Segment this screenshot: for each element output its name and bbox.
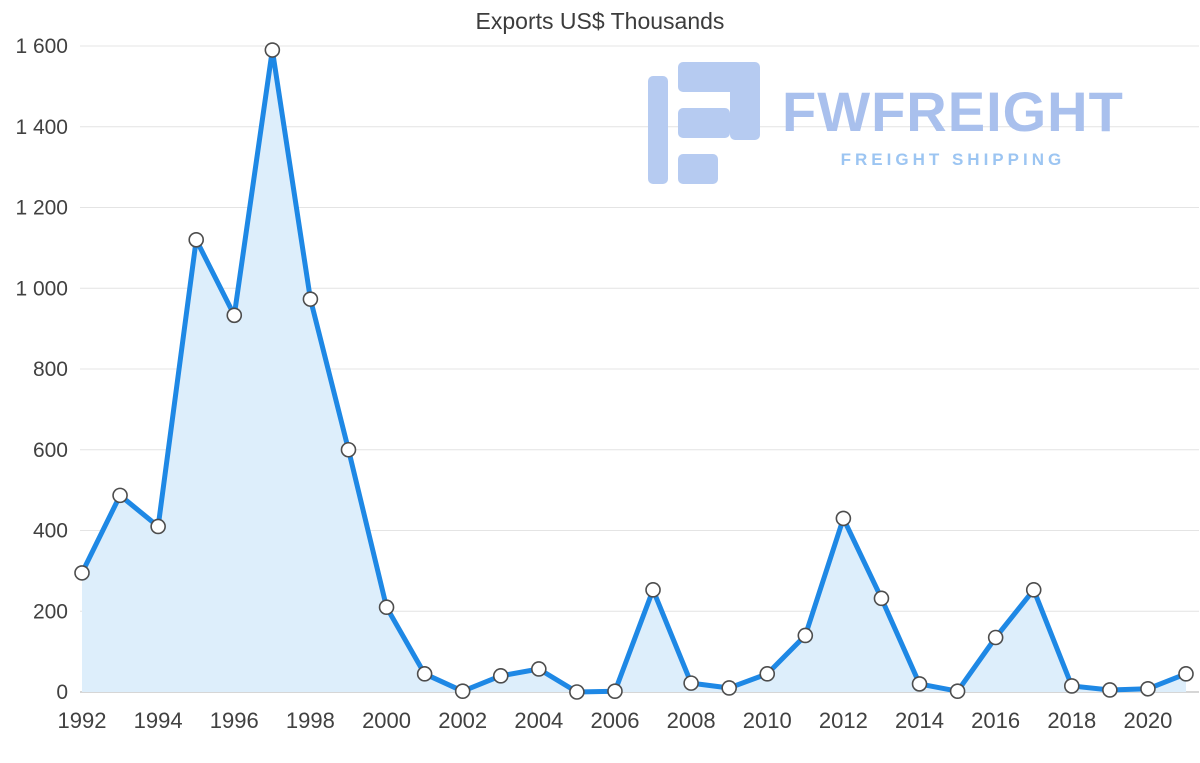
data-point-marker[interactable] [683, 675, 699, 691]
x-tick-label: 2016 [971, 708, 1020, 733]
y-tick-label: 1 000 [15, 277, 68, 300]
data-point-marker[interactable] [74, 565, 90, 581]
data-point-marker[interactable] [1063, 678, 1080, 694]
data-point-marker[interactable] [340, 441, 357, 458]
y-tick-label: 600 [33, 439, 68, 462]
y-tick-label: 1 400 [15, 116, 68, 139]
data-point-marker[interactable] [835, 510, 852, 527]
x-tick-label: 2000 [362, 708, 411, 733]
x-tick-label: 1998 [286, 708, 335, 733]
x-tick-label: 1996 [210, 708, 259, 733]
data-point-marker[interactable] [150, 518, 166, 535]
data-point-marker[interactable] [949, 683, 966, 699]
x-tick-label: 2004 [514, 708, 563, 733]
x-tick-label: 2020 [1123, 708, 1172, 733]
data-point-marker[interactable] [264, 42, 281, 58]
data-point-marker[interactable] [1102, 682, 1118, 698]
data-point-marker[interactable] [1025, 582, 1042, 598]
data-point-marker[interactable] [378, 599, 395, 616]
y-tick-label: 400 [33, 520, 68, 543]
x-tick-label: 2008 [667, 708, 716, 733]
y-tick-label: 0 [56, 681, 68, 704]
data-point-marker[interactable] [873, 590, 890, 607]
x-tick-label: 2010 [743, 708, 792, 733]
data-point-marker[interactable] [911, 676, 928, 692]
data-point-marker[interactable] [607, 683, 623, 699]
y-tick-label: 800 [33, 358, 68, 381]
data-point-marker[interactable] [1140, 680, 1156, 697]
data-point-marker[interactable] [112, 487, 128, 504]
data-point-marker[interactable] [645, 582, 661, 598]
data-point-marker[interactable] [1178, 666, 1194, 682]
data-point-marker[interactable] [797, 627, 814, 644]
y-tick-label: 1 200 [15, 197, 68, 220]
data-point-marker[interactable] [531, 661, 547, 677]
area-fill [82, 50, 1186, 693]
data-point-marker[interactable] [721, 680, 737, 696]
x-tick-label: 1992 [58, 708, 107, 733]
x-tick-label: 2014 [895, 708, 944, 733]
x-tick-label: 2002 [438, 708, 487, 733]
chart-title: Exports US$ Thousands [475, 8, 725, 34]
data-point-marker[interactable] [492, 668, 509, 684]
data-point-marker[interactable] [454, 683, 471, 699]
data-point-marker[interactable] [987, 629, 1004, 646]
y-tick-label: 200 [33, 600, 68, 623]
x-tick-label: 1994 [134, 708, 183, 733]
data-point-marker[interactable] [569, 684, 585, 700]
data-point-marker[interactable] [302, 291, 319, 307]
y-tick-label: 1 600 [15, 35, 68, 58]
data-point-marker[interactable] [416, 666, 433, 682]
x-tick-label: 2006 [590, 708, 639, 733]
data-point-marker[interactable] [226, 307, 243, 324]
data-point-marker[interactable] [759, 666, 776, 682]
data-point-marker[interactable] [188, 232, 205, 248]
x-tick-label: 2012 [819, 708, 868, 733]
x-tick-label: 2018 [1047, 708, 1096, 733]
line-series [79, 47, 1189, 695]
